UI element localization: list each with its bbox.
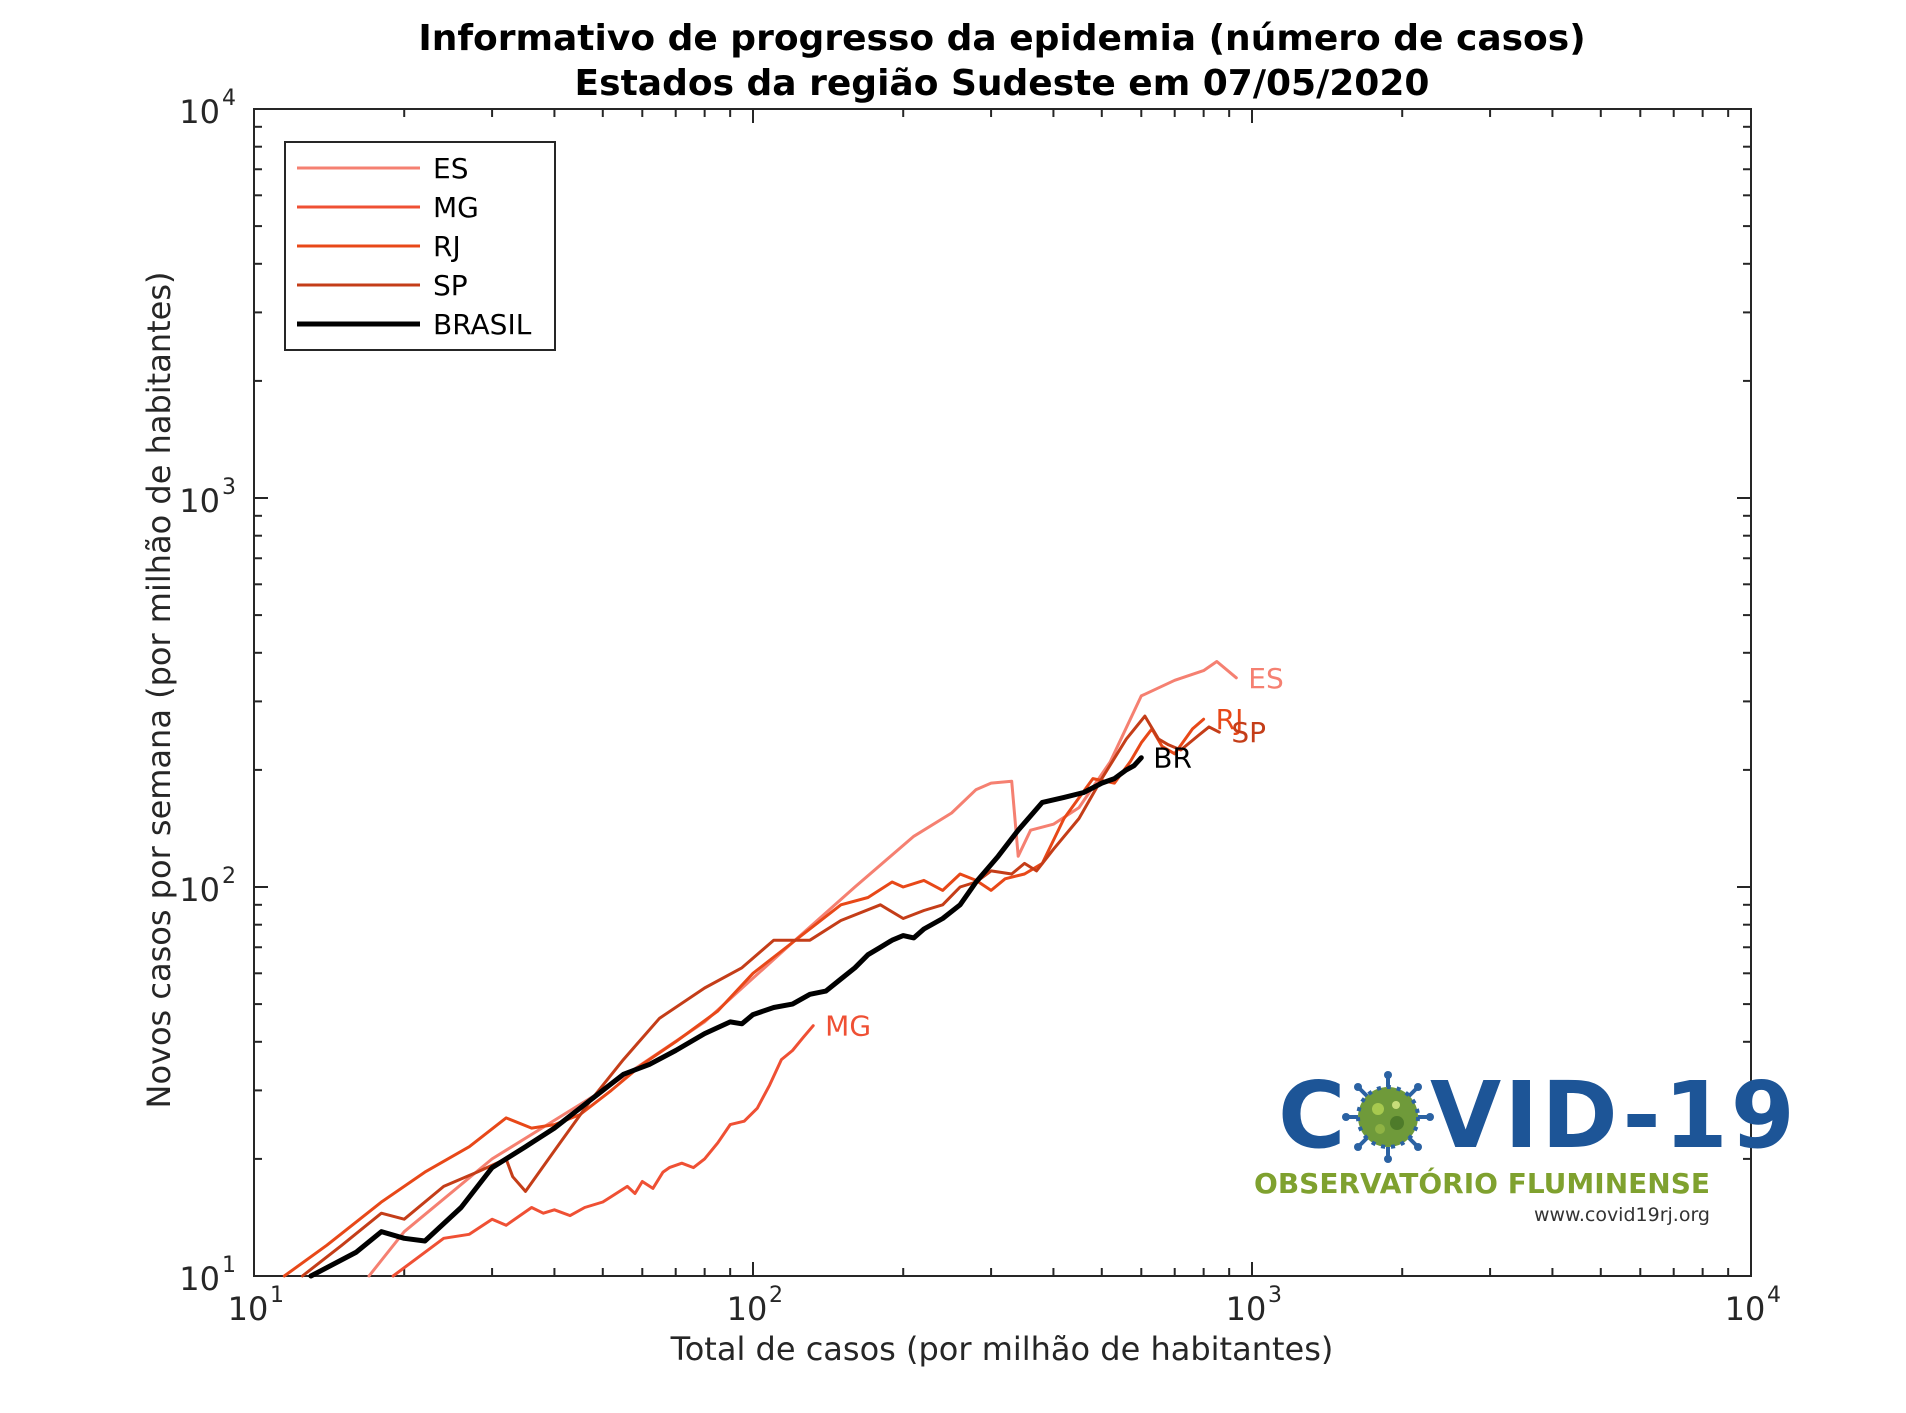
- series-lines: [282, 660, 1238, 1279]
- x-tick-label-exponent: 2: [769, 1283, 783, 1308]
- x-tick-label: 10: [727, 1290, 768, 1328]
- series-line-sp: [300, 714, 1221, 1278]
- end-label-mg: MG: [825, 1010, 871, 1043]
- series-line-mg: [391, 1024, 815, 1278]
- legend-label-es: ES: [433, 152, 468, 185]
- logo-url: www.covid19rj.org: [1534, 1204, 1710, 1226]
- virus-icon: [1342, 1071, 1434, 1163]
- logo-title-vid19: VID-19: [1430, 1062, 1798, 1169]
- x-tick-label: 10: [1226, 1290, 1267, 1328]
- axis-ticks: [253, 108, 1752, 1277]
- y-tick-label-exponent: 2: [222, 864, 236, 889]
- legend-label-brasil: BRASIL: [433, 308, 532, 341]
- y-tick-label: 10: [179, 1260, 220, 1298]
- chart-subtitle: Estados da região Sudeste em 07/05/2020: [575, 63, 1430, 104]
- legend-label-mg: MG: [433, 191, 479, 224]
- y-tick-label: 10: [179, 871, 220, 909]
- series-line-brasil: [308, 755, 1144, 1279]
- y-tick-label: 10: [179, 93, 220, 131]
- tick-labels: 10 1 10 2 10 3 10 410 110 210 310 4: [179, 86, 1781, 1328]
- x-tick-label: 10: [228, 1290, 269, 1328]
- x-tick-label-exponent: 3: [1268, 1283, 1282, 1308]
- logo-title-c: C: [1278, 1062, 1349, 1169]
- legend-label-rj: RJ: [433, 230, 461, 263]
- covid19-observatorio-logo: C VID-19: [1254, 1062, 1798, 1226]
- chart-title: Informativo de progresso da epidemia (nú…: [418, 18, 1585, 59]
- y-tick-label: 10: [179, 482, 220, 520]
- x-axis-label: Total de casos (por milhão de habitantes…: [670, 1330, 1334, 1368]
- end-label-brasil: BR: [1153, 742, 1192, 775]
- x-tick-label-exponent: 1: [270, 1283, 284, 1308]
- legend: ES MG RJ SP BRASIL: [284, 141, 556, 351]
- legend-label-sp: SP: [433, 269, 468, 302]
- series-line-rj: [282, 717, 1206, 1278]
- y-tick-label-exponent: 1: [222, 1253, 236, 1278]
- end-label-es: ES: [1248, 662, 1283, 695]
- y-axis-label: Novos casos por semana (por milhão de ha…: [140, 272, 178, 1109]
- y-tick-label-exponent: 3: [222, 475, 236, 500]
- y-tick-label-exponent: 4: [222, 86, 236, 111]
- end-label-rj: RJ: [1216, 703, 1244, 736]
- logo-subtitle: OBSERVATÓRIO FLUMINENSE: [1254, 1166, 1710, 1200]
- x-tick-label: 10: [1725, 1290, 1766, 1328]
- end-label-sp: SP: [1231, 716, 1266, 749]
- x-tick-label-exponent: 4: [1767, 1283, 1781, 1308]
